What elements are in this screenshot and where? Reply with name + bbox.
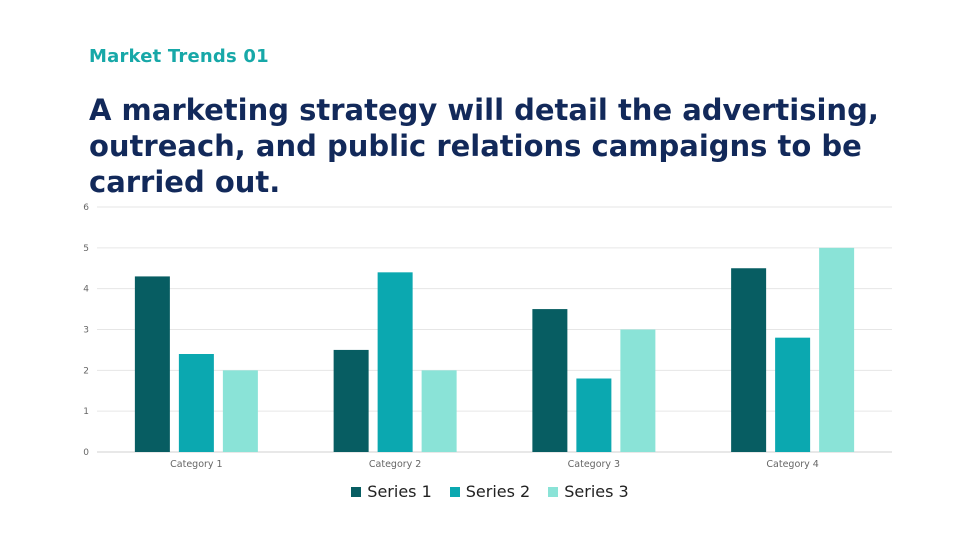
bar-series-3 bbox=[620, 329, 656, 452]
bar-series-1 bbox=[532, 309, 568, 452]
bar-series-2 bbox=[576, 378, 612, 452]
x-tick-label: Category 1 bbox=[170, 459, 222, 470]
y-tick-label: 4 bbox=[83, 285, 89, 295]
eyebrow-title: Market Trends 01 bbox=[89, 46, 269, 67]
legend-swatch-series-3 bbox=[548, 486, 559, 497]
bar-series-3 bbox=[222, 370, 258, 452]
y-tick-label: 3 bbox=[83, 326, 89, 336]
bar-series-2 bbox=[377, 272, 413, 452]
y-tick-label: 5 bbox=[83, 244, 89, 254]
x-tick-label: Category 2 bbox=[369, 459, 421, 470]
bar-series-1 bbox=[731, 268, 767, 452]
legend-item-series-1: Series 1 bbox=[351, 482, 432, 501]
legend-label: Series 3 bbox=[564, 482, 629, 501]
legend-swatch-series-1 bbox=[351, 486, 362, 497]
x-tick-label: Category 3 bbox=[568, 459, 620, 470]
bar-series-1 bbox=[134, 276, 170, 452]
y-tick-label: 0 bbox=[83, 448, 89, 458]
x-tick-label: Category 4 bbox=[766, 459, 818, 470]
y-tick-label: 6 bbox=[83, 203, 89, 213]
legend-item-series-3: Series 3 bbox=[548, 482, 629, 501]
legend-swatch-series-2 bbox=[449, 486, 460, 497]
bar-series-1 bbox=[333, 349, 369, 452]
y-tick-label: 1 bbox=[83, 407, 89, 417]
bar-series-2 bbox=[775, 337, 811, 452]
headline: A marketing strategy will detail the adv… bbox=[89, 93, 879, 199]
legend-label: Series 2 bbox=[465, 482, 531, 501]
bar-series-3 bbox=[421, 370, 457, 452]
bar-chart: 0 1 2 3 4 5 6 Category 1 Category 2 Category 3 Cat… bbox=[83, 203, 892, 470]
y-tick-label: 2 bbox=[83, 366, 89, 376]
bar-series-2 bbox=[178, 354, 214, 452]
legend-item-series-2: Series 2 bbox=[449, 482, 531, 501]
chart-legend: Series 1 Series 2 Series 3 bbox=[0, 482, 980, 501]
bar-series-3 bbox=[819, 247, 855, 452]
legend-label: Series 1 bbox=[367, 482, 432, 501]
